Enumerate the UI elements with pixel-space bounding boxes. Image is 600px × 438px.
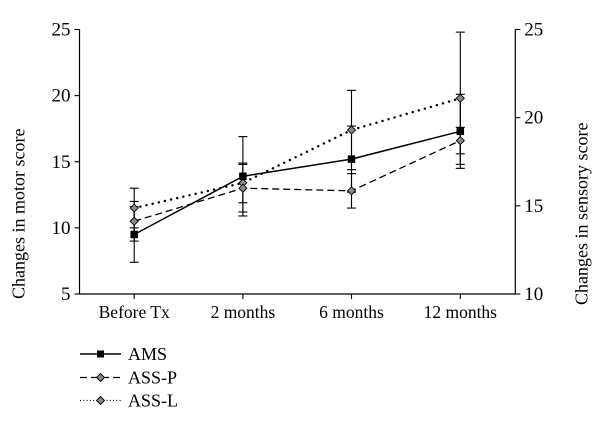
svg-text:AMS: AMS	[128, 344, 167, 364]
svg-text:ASS-L: ASS-L	[128, 391, 178, 411]
svg-text:ASS-P: ASS-P	[128, 368, 177, 388]
